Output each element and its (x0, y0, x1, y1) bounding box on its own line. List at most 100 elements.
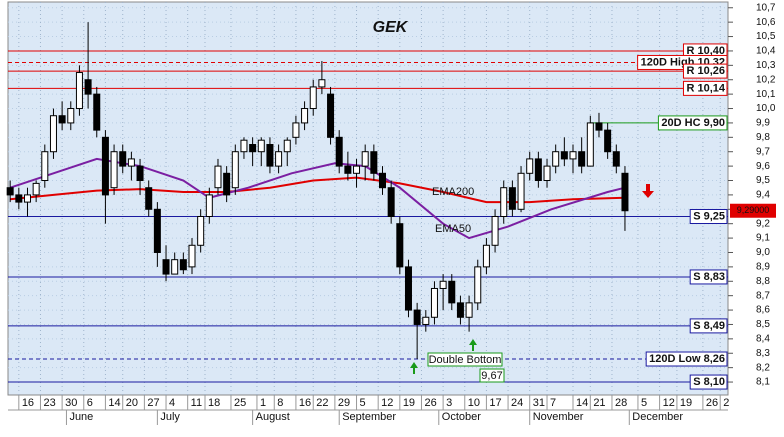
level-label: S 9,25 (693, 210, 725, 222)
up-arrow (410, 362, 418, 374)
candle-body (58, 115, 66, 124)
candle-body (162, 259, 170, 275)
y-tick-label: 8,2 (756, 362, 770, 373)
candle-body (569, 151, 577, 160)
candle-body (266, 144, 274, 167)
candle-body (283, 139, 291, 153)
candle-body (387, 187, 395, 217)
y-tick-label: 9,5 (756, 175, 770, 186)
x-tick-label: 14 (108, 397, 120, 409)
x-tick-label: 3 (446, 397, 452, 409)
candle-body (379, 172, 387, 189)
y-tick-label: 8,8 (756, 276, 770, 287)
candle-body (526, 158, 534, 174)
y-tick-label: 9,0 (756, 247, 770, 258)
candle-body (560, 151, 568, 160)
candle-body (448, 280, 456, 304)
level-label: S 8,49 (693, 320, 725, 332)
level-label: R 10,14 (686, 82, 725, 94)
y-tick-label: 10,0 (756, 103, 776, 114)
candle-body (534, 158, 542, 182)
candle-body (101, 136, 109, 196)
candle-body (6, 187, 14, 196)
level-label: 120D Low 8,26 (649, 353, 725, 365)
y-tick-label: 8,4 (756, 333, 770, 344)
level-label-box (645, 351, 728, 367)
y-tick-label: 10,1 (756, 89, 776, 100)
candle-body (621, 172, 629, 212)
y-tick-label: 8,6 (756, 305, 770, 316)
level-label-box (682, 80, 728, 96)
candle-body (404, 266, 412, 311)
y-tick-label: 9,1 (756, 233, 770, 244)
candle-body (353, 165, 361, 174)
candle-body (344, 165, 352, 174)
month-label: August (256, 411, 290, 423)
y-tick-label: 9,7 (756, 146, 770, 157)
level-label-box (689, 374, 728, 390)
candle-body (205, 194, 213, 217)
month-label: October (442, 411, 481, 423)
candle-body (552, 151, 560, 167)
candle-body (335, 136, 343, 167)
candle-body (231, 151, 239, 189)
x-tick-label: 7 (550, 397, 556, 409)
candle-body (145, 187, 153, 210)
y-tick-label: 8,1 (756, 377, 770, 388)
candle-body (197, 215, 205, 246)
level-label-box (689, 318, 728, 334)
x-tick-label: 29 (338, 397, 350, 409)
candle-body (179, 259, 187, 271)
x-tick-label: 17 (489, 397, 501, 409)
candle-body (15, 194, 23, 203)
x-tick-label: 26 (424, 397, 436, 409)
candle-body (500, 187, 508, 217)
level-label: 20D HC 9,90 (661, 117, 725, 129)
x-tick-label: 5 (641, 397, 647, 409)
x-tick-label: 4 (169, 397, 175, 409)
candle-body (292, 122, 300, 138)
x-tick-label: 19 (403, 397, 415, 409)
x-tick-label: 22 (316, 397, 328, 409)
candle-body (309, 86, 317, 110)
x-tick-label: 5 (360, 397, 366, 409)
candle-body (171, 259, 179, 275)
candle-body (41, 151, 49, 182)
candle-body (508, 187, 516, 210)
candle-body (595, 122, 603, 131)
month-label: November (533, 411, 584, 423)
y-tick-label: 10,7 (756, 2, 776, 13)
candle-body (223, 172, 231, 196)
x-tick-label: 18 (208, 397, 220, 409)
x-tick-label: 19 (680, 397, 692, 409)
last-price-box (730, 203, 776, 218)
y-tick-label: 8,3 (756, 348, 770, 359)
x-tick-label: 28 (615, 397, 627, 409)
y-tick-label: 10,3 (756, 60, 776, 71)
x-tick-label: 20 (126, 397, 138, 409)
candle-body (214, 165, 222, 189)
y-tick-label: 9,2 (756, 218, 770, 229)
x-tick-label: 8 (277, 397, 283, 409)
x-tick-label: 12 (381, 397, 393, 409)
candle-body (422, 316, 430, 325)
candle-body (49, 115, 57, 153)
candle-body (249, 144, 257, 153)
annotation: 9,67 (481, 370, 502, 382)
y-tick-label: 10,5 (756, 31, 776, 42)
candle-body (23, 194, 31, 203)
last-price-label: 9,29000 (737, 205, 770, 215)
up-arrow (469, 339, 477, 351)
candle-body (482, 244, 490, 268)
candle-body (604, 129, 612, 153)
candle-body (578, 151, 586, 167)
candle-body (612, 151, 620, 167)
y-tick-label: 9,6 (756, 161, 770, 172)
candle-body (491, 215, 499, 246)
month-label: December (632, 411, 683, 423)
x-tick-label: 31 (533, 397, 545, 409)
candle-body (257, 139, 265, 153)
candle-body (240, 139, 248, 153)
x-tick-label: 1 (260, 397, 266, 409)
